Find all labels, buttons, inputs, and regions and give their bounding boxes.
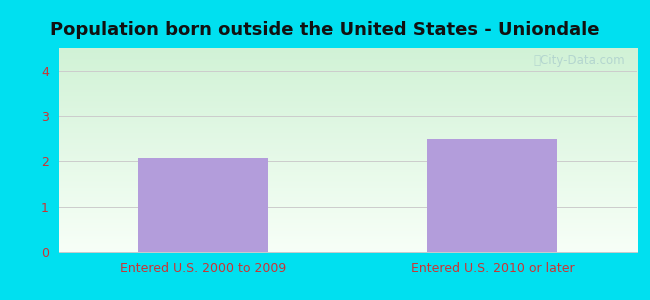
Text: Population born outside the United States - Uniondale: Population born outside the United State…	[50, 21, 600, 39]
Text: ⓘCity-Data.com: ⓘCity-Data.com	[534, 54, 625, 67]
Bar	[427, 139, 558, 252]
Bar	[138, 158, 268, 252]
